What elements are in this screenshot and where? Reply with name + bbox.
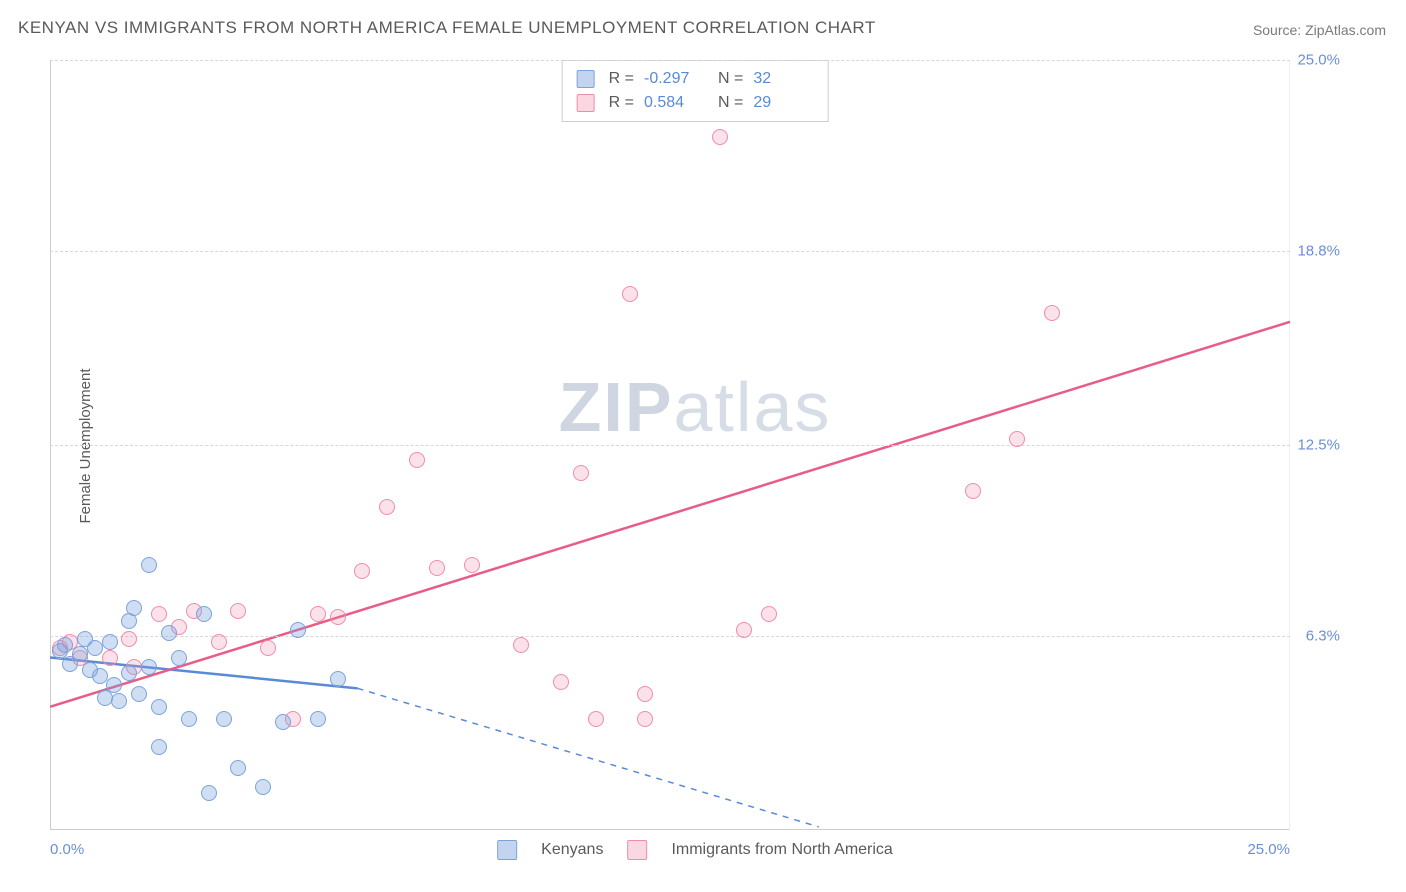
gridline (50, 60, 1290, 61)
y-tick-label: 25.0% (1297, 52, 1340, 69)
data-point (330, 671, 346, 687)
data-point (211, 634, 227, 650)
y-tick-label: 6.3% (1306, 627, 1340, 644)
x-tick-max: 25.0% (1247, 841, 1290, 858)
y-tick-label: 12.5% (1297, 437, 1340, 454)
data-point (72, 646, 88, 662)
gridline (50, 251, 1290, 252)
data-point (588, 711, 604, 727)
data-point (201, 785, 217, 801)
data-point (106, 677, 122, 693)
data-point (354, 563, 370, 579)
r-label: R = (609, 67, 634, 91)
data-point (409, 452, 425, 468)
n-label: N = (718, 91, 743, 115)
swatch-blue-icon (577, 70, 595, 88)
n-label: N = (718, 67, 743, 91)
r-value-blue: -0.297 (644, 67, 704, 91)
data-point (637, 711, 653, 727)
stats-row-blue: R = -0.297 N = 32 (577, 67, 814, 91)
data-point (92, 668, 108, 684)
data-point (171, 650, 187, 666)
legend-label-pink: Immigrants from North America (671, 841, 892, 859)
legend-label-blue: Kenyans (541, 841, 603, 859)
n-value-pink: 29 (753, 91, 813, 115)
data-point (111, 693, 127, 709)
swatch-pink-icon (577, 94, 595, 112)
data-point (230, 760, 246, 776)
chart-title: KENYAN VS IMMIGRANTS FROM NORTH AMERICA … (18, 18, 876, 38)
data-point (712, 129, 728, 145)
data-point (330, 609, 346, 625)
data-point (553, 674, 569, 690)
data-point (126, 600, 142, 616)
source-attribution: Source: ZipAtlas.com (1253, 22, 1386, 38)
data-point (310, 711, 326, 727)
legend: Kenyans Immigrants from North America (497, 840, 893, 860)
data-point (151, 606, 167, 622)
data-point (151, 699, 167, 715)
data-point (255, 779, 271, 795)
r-value-pink: 0.584 (644, 91, 704, 115)
y-tick-label: 18.8% (1297, 242, 1340, 259)
gridline (50, 636, 1290, 637)
data-point (230, 603, 246, 619)
scatter-plot: ZIPatlas R = -0.297 N = 32 R = 0.584 N =… (50, 60, 1340, 830)
data-point (761, 606, 777, 622)
gridline (50, 445, 1290, 446)
stats-box: R = -0.297 N = 32 R = 0.584 N = 29 (562, 60, 829, 122)
x-axis-line (50, 829, 1290, 830)
data-point (196, 606, 212, 622)
data-point (513, 637, 529, 653)
data-point (161, 625, 177, 641)
data-point (121, 631, 137, 647)
data-point (464, 557, 480, 573)
data-point (637, 686, 653, 702)
watermark-bold: ZIP (559, 368, 674, 446)
legend-swatch-blue-icon (497, 840, 517, 860)
data-point (573, 465, 589, 481)
data-point (290, 622, 306, 638)
n-value-blue: 32 (753, 67, 813, 91)
data-point (216, 711, 232, 727)
data-point (736, 622, 752, 638)
x-tick-min: 0.0% (50, 841, 84, 858)
data-point (151, 739, 167, 755)
data-point (131, 686, 147, 702)
data-point (965, 483, 981, 499)
legend-swatch-pink-icon (627, 840, 647, 860)
data-point (260, 640, 276, 656)
data-point (1009, 431, 1025, 447)
watermark-light: atlas (674, 368, 832, 446)
data-point (1044, 305, 1060, 321)
data-point (429, 560, 445, 576)
data-point (181, 711, 197, 727)
watermark: ZIPatlas (559, 367, 832, 447)
data-point (57, 637, 73, 653)
r-label: R = (609, 91, 634, 115)
data-point (102, 634, 118, 650)
data-point (102, 650, 118, 666)
data-point (121, 665, 137, 681)
data-point (87, 640, 103, 656)
data-point (141, 557, 157, 573)
data-point (275, 714, 291, 730)
data-point (622, 286, 638, 302)
data-point (141, 659, 157, 675)
data-point (379, 499, 395, 515)
stats-row-pink: R = 0.584 N = 29 (577, 91, 814, 115)
data-point (310, 606, 326, 622)
